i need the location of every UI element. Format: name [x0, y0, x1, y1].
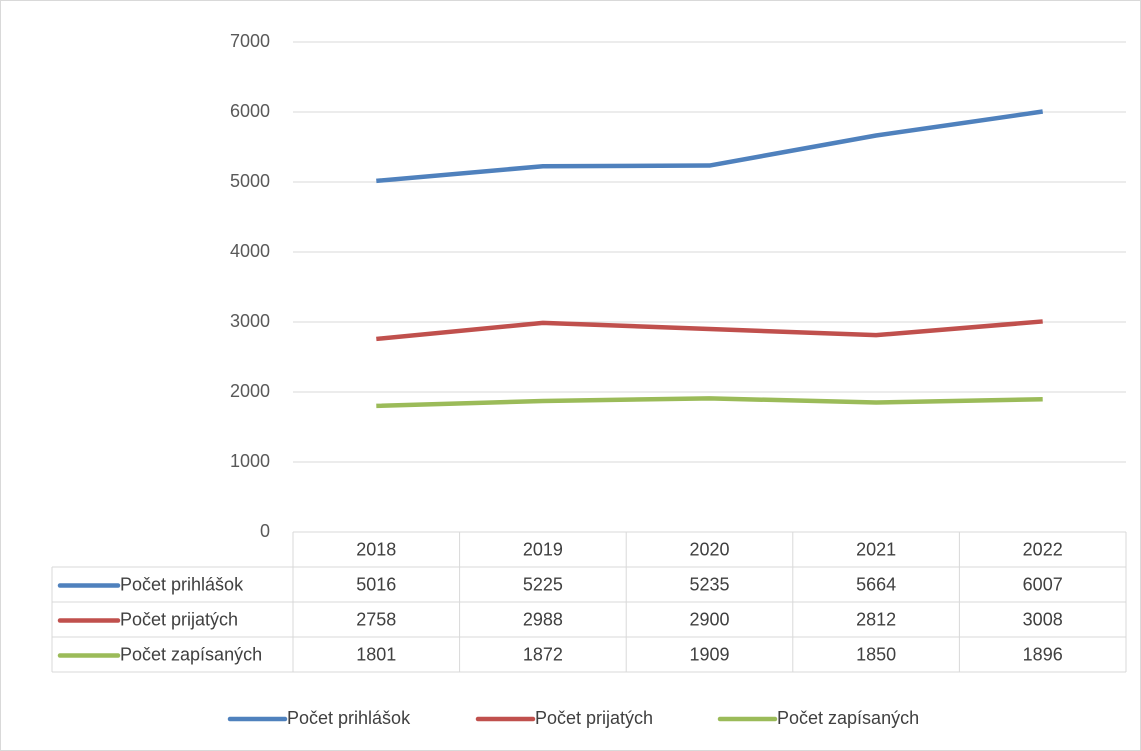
table-value: 1909 — [689, 644, 729, 664]
series-line — [376, 319, 1043, 342]
x-tick-label: 2022 — [1023, 539, 1063, 559]
x-tick-label: 2020 — [689, 539, 729, 559]
legend-label: Počet zapísaných — [777, 708, 919, 728]
table-series-name: Počet prihlášok — [120, 574, 244, 594]
y-tick-label: 1000 — [230, 451, 270, 471]
series-line — [376, 109, 1044, 184]
table-value: 2988 — [523, 609, 563, 629]
x-tick-label: 2018 — [356, 539, 396, 559]
table-series-name: Počet zapísaných — [120, 644, 262, 664]
table-value: 5225 — [523, 574, 563, 594]
y-tick-label: 5000 — [230, 171, 270, 191]
table-value: 2900 — [689, 609, 729, 629]
x-tick-label: 2021 — [856, 539, 896, 559]
y-tick-label: 6000 — [230, 101, 270, 121]
x-tick-label: 2019 — [523, 539, 563, 559]
legend-label: Počet prihlášok — [287, 708, 411, 728]
table-value: 5235 — [689, 574, 729, 594]
y-tick-label: 4000 — [230, 241, 270, 261]
y-tick-label: 0 — [260, 521, 270, 541]
y-tick-label: 7000 — [230, 31, 270, 51]
table-value: 3008 — [1023, 609, 1063, 629]
legend-label: Počet prijatých — [535, 708, 653, 728]
table-value: 2812 — [856, 609, 896, 629]
table-value: 5016 — [356, 574, 396, 594]
table-series-name: Počet prijatých — [120, 609, 238, 629]
y-tick-label: 3000 — [230, 311, 270, 331]
table-value: 5664 — [856, 574, 896, 594]
series-line — [376, 396, 1043, 409]
table-value: 1850 — [856, 644, 896, 664]
table-value: 6007 — [1023, 574, 1063, 594]
y-tick-label: 2000 — [230, 381, 270, 401]
table-value: 1896 — [1023, 644, 1063, 664]
table-value: 2758 — [356, 609, 396, 629]
table-value: 1872 — [523, 644, 563, 664]
table-value: 1801 — [356, 644, 396, 664]
